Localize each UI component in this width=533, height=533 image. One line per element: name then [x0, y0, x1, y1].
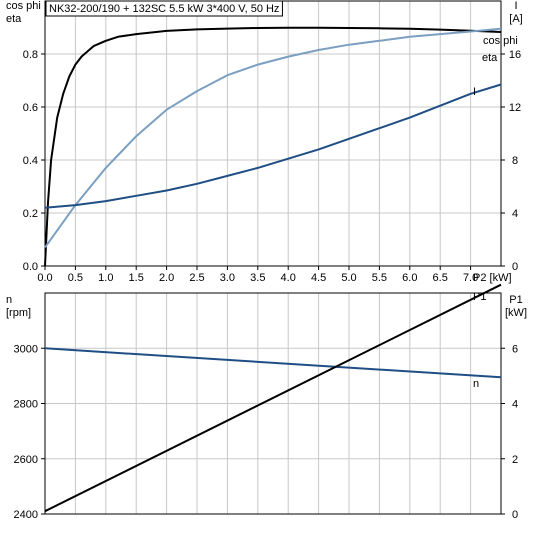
series-line-i [44, 83, 502, 209]
right-axis-label: [A] [509, 13, 522, 25]
series-label-eta: eta [482, 52, 498, 64]
left-tick-label: 0.4 [23, 155, 38, 167]
series-line-n [44, 347, 502, 379]
x-tick-label: 5.5 [372, 272, 387, 284]
left-tick-label: 2800 [14, 399, 38, 411]
x-tick-label: 5.0 [341, 272, 356, 284]
x-tick-label: 4.0 [281, 272, 296, 284]
x-tick-label: 7.0 [463, 272, 478, 284]
x-axis-label: P2 [kW] [473, 272, 512, 284]
left-tick-label: 2600 [14, 454, 38, 466]
x-tick-label: 4.5 [311, 272, 326, 284]
right-tick-label: 16 [509, 49, 521, 61]
x-tick-label: 0.5 [68, 272, 83, 284]
x-tick-label: 6.0 [402, 272, 417, 284]
x-tick-label: 1.5 [129, 272, 144, 284]
x-tick-label: 0.0 [37, 272, 52, 284]
x-tick-label: 3.5 [250, 272, 265, 284]
x-tick-label: 2.5 [189, 272, 204, 284]
left-axis-label: eta [6, 13, 22, 25]
left-tick-label: 3000 [14, 343, 38, 355]
title-box [45, 0, 283, 17]
right-tick-label: 8 [512, 155, 518, 167]
x-tick-label: 3.0 [220, 272, 235, 284]
chart-title: NK32-200/190 + 132SC 5.5 kW 3*400 V, 50 … [49, 3, 279, 15]
right-tick-label: 12 [509, 102, 521, 114]
right-tick-label: 4 [512, 208, 518, 220]
x-tick-label: 6.5 [433, 272, 448, 284]
series-line-cos-phi [44, 27, 502, 248]
series-label-n: n [473, 378, 479, 390]
left-axis-label: n [6, 294, 12, 306]
right-axis-label: [kW] [505, 307, 527, 319]
left-tick-label: 0.0 [23, 261, 38, 273]
right-axis-label: I [514, 0, 517, 12]
left-tick-label: 2400 [14, 509, 38, 521]
series-label-i: I [473, 86, 476, 98]
left-tick-label: 0.8 [23, 49, 38, 61]
right-tick-label: 0 [512, 261, 518, 273]
right-tick-label: 2 [512, 454, 518, 466]
left-tick-label: 0.2 [23, 208, 38, 220]
left-axis-label: [rpm] [6, 307, 31, 319]
left-axis-label: cos phi [6, 0, 41, 12]
series-line-eta [44, 26, 502, 267]
right-axis-label: P1 [509, 294, 522, 306]
x-tick-label: 2.0 [159, 272, 174, 284]
series-label-cos-phi: cos phi [483, 35, 518, 47]
plot-frame [44, 0, 502, 267]
right-tick-label: 6 [512, 343, 518, 355]
series-line-p1 [44, 283, 502, 513]
x-tick-label: 1.0 [98, 272, 113, 284]
series-label-p1: P1 [473, 291, 486, 303]
left-tick-label: 0.6 [23, 102, 38, 114]
right-tick-label: 0 [512, 509, 518, 521]
right-tick-label: 4 [512, 399, 518, 411]
